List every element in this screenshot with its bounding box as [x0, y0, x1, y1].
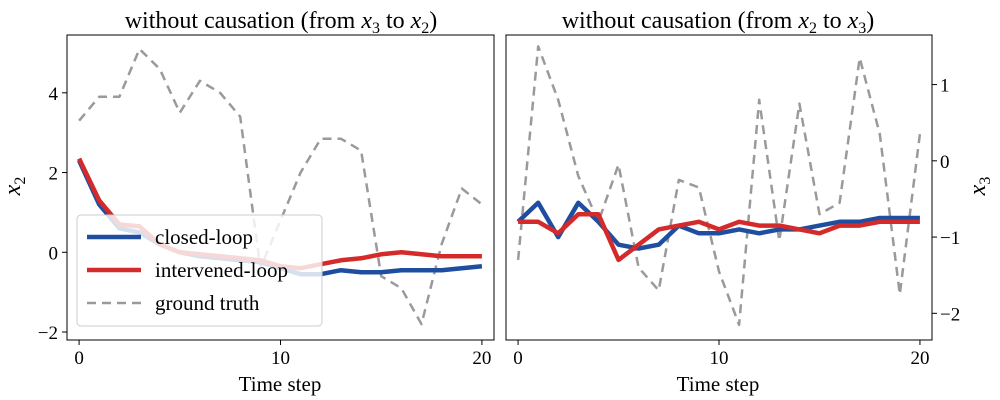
right-plot-area: 0 10 20 −2 −1 0 1: [505, 34, 960, 369]
right-closed-loop-line: [516, 200, 920, 251]
left-plot-area: 0 10 20 −2 0 2 4 closed-loop intervened-loop grou…: [38, 34, 495, 369]
right-axes-frame: [505, 34, 933, 341]
left-x-tick-label: 10: [271, 348, 290, 369]
legend-closed-loop-label: closed-loop: [155, 225, 253, 249]
left-y-tick-label: 0: [49, 243, 59, 264]
left-y-tick-label: 2: [49, 164, 59, 185]
left-y-tick-label: −2: [38, 323, 58, 344]
right-chart-title: without causation (from x2 to x3): [562, 8, 875, 37]
left-chart: without causation (from x3 to x2) 0 10 20−…: [0, 8, 495, 396]
right-x-tick-label: 10: [710, 348, 729, 369]
legend-ground-truth-label: ground truth: [155, 291, 260, 315]
right-y-tick-label: 0: [940, 152, 950, 173]
right-y-tick-label: −2: [940, 304, 960, 325]
right-y-axis-label: x3: [965, 177, 994, 197]
left-y-axis-label: x2: [0, 177, 29, 197]
right-y-tick-label: 1: [940, 76, 950, 97]
right-intervened-loop-line: [518, 211, 920, 263]
left-x-tick-label: 20: [472, 348, 491, 369]
right-chart: without causation (from x2 to x3) 0 10 20−…: [505, 8, 994, 396]
right-x-tick-label: 0: [513, 348, 523, 369]
left-x-axis-label: Time step: [239, 372, 322, 396]
legend-box: [76, 214, 323, 327]
legend-intervened-loop-label: intervened-loop: [155, 258, 288, 282]
right-y-tick-label: −1: [940, 228, 960, 249]
right-ground-truth-line: [516, 45, 922, 327]
left-ground-truth-line: [78, 47, 483, 326]
right-x-tick-label: 20: [910, 348, 929, 369]
legend: closed-loop intervened-loop ground truth: [76, 214, 323, 327]
right-x-axis-label: Time step: [677, 372, 760, 396]
left-y-tick-label: 4: [49, 84, 59, 105]
left-chart-title: without causation (from x3 to x2): [125, 8, 438, 37]
left-x-tick-label: 0: [74, 348, 84, 369]
